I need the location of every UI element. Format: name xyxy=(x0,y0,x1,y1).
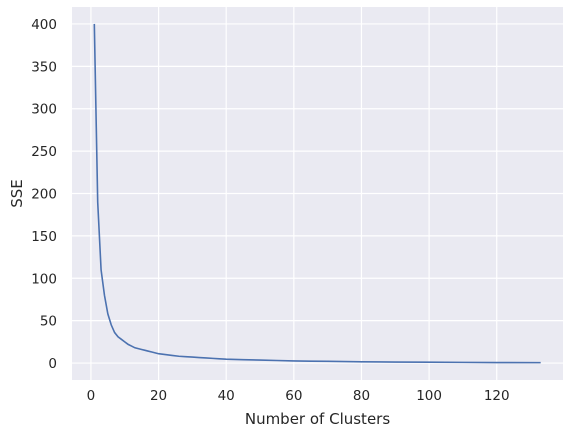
tick-labels: 0 20 40 60 80 100 120 0 50 100 150 200 250 300 350 400 xyxy=(31,17,509,404)
grid-lines xyxy=(72,7,563,380)
x-tick-label: 60 xyxy=(285,388,302,404)
sse-line xyxy=(93,23,541,364)
x-axis-label: Number of Clusters xyxy=(245,410,390,428)
y-tick-label: 250 xyxy=(31,144,57,160)
x-tick-label: 120 xyxy=(484,388,510,404)
y-tick-label: 150 xyxy=(31,229,57,245)
x-tick-label: 100 xyxy=(416,388,442,404)
y-tick-label: 200 xyxy=(31,187,57,203)
y-tick-label: 350 xyxy=(31,59,57,75)
y-tick-label: 100 xyxy=(31,271,57,287)
x-tick-label: 0 xyxy=(87,388,96,404)
x-tick-label: 40 xyxy=(218,388,235,404)
y-tick-label: 400 xyxy=(31,17,57,33)
y-axis-label: SSE xyxy=(8,179,26,208)
y-tick-label: 50 xyxy=(40,314,57,330)
x-tick-label: 20 xyxy=(150,388,167,404)
y-tick-label: 0 xyxy=(48,356,57,372)
y-tick-label: 300 xyxy=(31,102,57,118)
x-tick-label: 80 xyxy=(353,388,370,404)
